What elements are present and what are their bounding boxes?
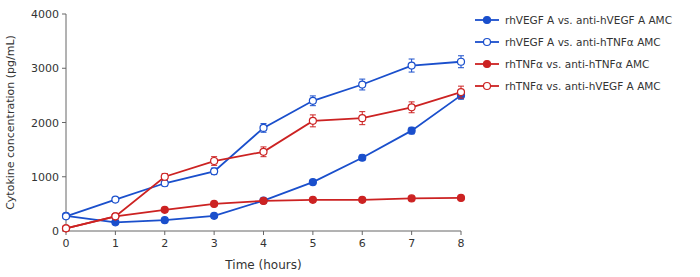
data-point [63,225,70,232]
legend-label: rhTNFα vs. anti-hTNFα AMC [505,58,649,70]
x-tick [263,231,264,235]
error-bar [359,112,365,125]
error-bar [409,127,415,134]
data-point [309,196,316,203]
data-point [458,58,465,65]
series-line [66,62,461,217]
error-bar [458,56,464,68]
y-tick-label: 4000 [31,8,59,21]
x-tick-label: 7 [408,237,415,250]
data-point [161,206,168,213]
y-axis-label: Cytokine concentration (pg/mL) [4,35,17,210]
error-bar [261,124,267,133]
legend-label: rhTNFα vs. anti-hVEGF A AMC [505,80,661,92]
x-tick-label: 5 [309,237,316,250]
legend-marker [484,83,491,90]
data-point [408,104,415,111]
error-bar [162,181,168,186]
y-tick-label: 1000 [31,171,59,184]
series-line [66,198,461,228]
data-point [260,197,267,204]
plot-area [63,56,465,232]
data-point [359,81,366,88]
error-bar [211,168,217,175]
y-tick [62,122,66,123]
data-point [112,196,119,203]
data-point [211,158,218,165]
data-point [63,225,70,232]
data-point [112,213,119,220]
y-tick-label: 3000 [31,62,59,75]
legend-marker [484,39,491,46]
series [63,56,465,220]
x-tick-label: 4 [260,237,267,250]
data-point [458,89,465,96]
x-axis-label: Time (hours) [224,258,301,272]
x-tick [164,231,165,235]
error-bar [310,115,316,127]
error-bar [409,59,415,72]
data-point [112,213,119,220]
data-point [458,194,465,201]
data-point [161,173,168,180]
x-tick [411,231,412,235]
y-tick [62,176,66,177]
x-tick [214,231,215,235]
x-tick-label: 2 [161,237,168,250]
legend-label: rhVEGF A vs. anti-hVEGF A AMC [505,14,672,26]
series [63,92,465,226]
legend-marker [484,61,491,68]
data-point [309,179,316,186]
x-tick-label: 1 [112,237,119,250]
data-point [359,154,366,161]
data-point [211,168,218,175]
legend-label: rhVEGF A vs. anti-hTNFα AMC [505,36,661,48]
y-tick-label: 0 [52,225,59,238]
error-bar [409,102,415,113]
error-bar [261,147,267,157]
error-bar [359,79,365,90]
x-tick-label: 6 [359,237,366,250]
error-bar [359,155,365,160]
x-tick-label: 0 [63,237,70,250]
y-tick [62,68,66,69]
x-tick-label: 8 [458,237,465,250]
x-tick [461,231,462,235]
data-point [359,196,366,203]
data-point [309,97,316,104]
data-point [408,62,415,69]
error-bar [458,86,464,98]
series-line [66,95,461,222]
x-tick [362,231,363,235]
axes: 0 1 2 3 4 5 6 7 8 0 1000 2000 3000 4000 [31,8,465,250]
x-tick-label: 3 [211,237,218,250]
data-point [408,195,415,202]
y-tick [62,14,66,15]
series [63,194,465,231]
error-bar [310,96,316,106]
error-bar [211,157,217,166]
legend-marker [484,17,491,24]
legend: rhVEGF A vs. anti-hVEGF A AMC rhVEGF A vs… [475,14,672,92]
data-point [359,115,366,122]
data-point [63,212,70,219]
x-tick [312,231,313,235]
data-point [260,148,267,155]
series-line [66,92,461,228]
y-tick-label: 2000 [31,117,59,130]
data-point [309,117,316,124]
chart-svg: 0 1 2 3 4 5 6 7 8 0 1000 2000 3000 4000 Time (hours) Cy… [0,0,700,277]
data-point [211,200,218,207]
data-point [161,217,168,224]
error-bar [162,173,168,180]
chart-container: 0 1 2 3 4 5 6 7 8 0 1000 2000 3000 4000 Time (hours) Cy… [0,0,700,277]
data-point [63,213,70,220]
data-point [260,197,267,204]
data-point [408,127,415,134]
data-point [260,124,267,131]
series [63,86,465,232]
data-point [211,212,218,219]
x-tick [115,231,116,235]
